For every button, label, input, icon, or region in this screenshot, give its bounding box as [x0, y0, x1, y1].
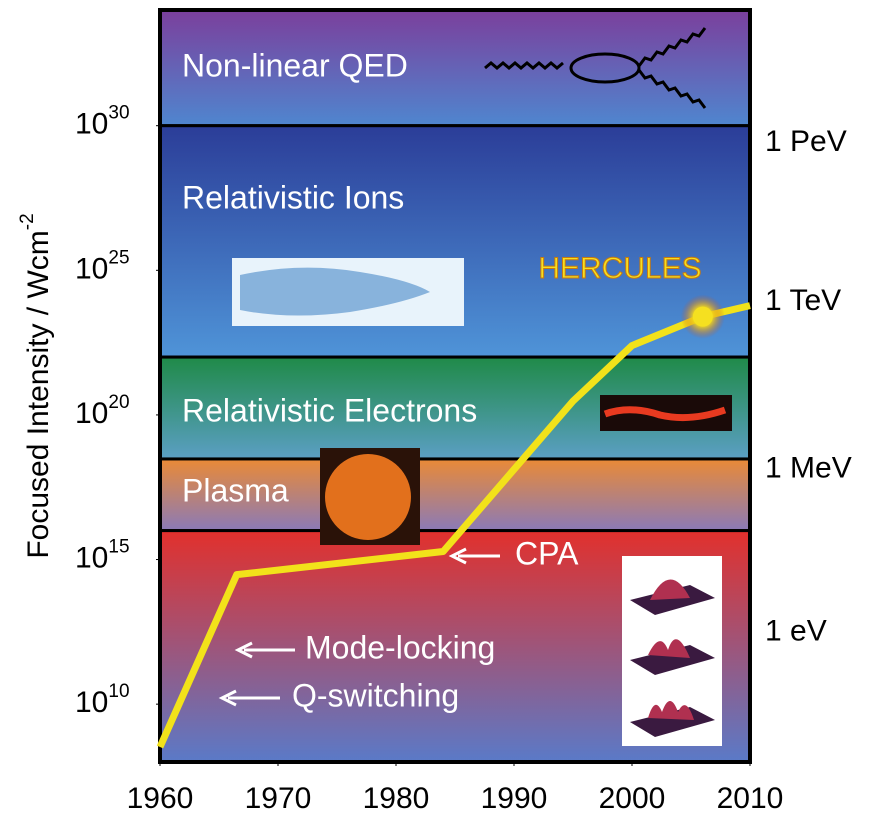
x-tick-label: 1960: [127, 782, 194, 815]
region-label: Plasma: [182, 472, 289, 508]
y-axis-title-sup: -2: [17, 213, 38, 230]
y-tick-exponent: 25: [108, 247, 129, 268]
y-tick-label: 1025: [75, 247, 130, 285]
mode-image-peaks: [648, 579, 694, 720]
annotation-arrow: [448, 547, 500, 565]
x-tick-label: 1980: [363, 782, 430, 815]
x-tick-label: 1970: [245, 782, 312, 815]
y-axis-title: Focused Intensity / Wcm-2: [17, 213, 55, 558]
y-tick-base: 10: [75, 252, 108, 285]
illustrations: [232, 27, 732, 746]
y-tick-label: 1015: [75, 537, 130, 575]
y-tick-exponent: 20: [108, 392, 129, 413]
y2-tick-label: 1 PeV: [765, 125, 847, 158]
plot-frame: [158, 8, 752, 764]
y-tick-base: 10: [75, 108, 108, 141]
region-label: Relativistic Ions: [182, 179, 404, 215]
y2-tick-label: 1 MeV: [765, 451, 852, 484]
region-label: Non-linear QED: [182, 47, 408, 83]
annotation: Mode-locking: [305, 629, 495, 665]
highlight-label: HERCULES: [538, 252, 701, 285]
plot: 1960 1970 1980 1990 2000 20101010101510201025…: [17, 8, 852, 815]
sun-image-shape: [325, 454, 411, 540]
y-tick-base: 10: [75, 397, 108, 430]
y-tick-base: 10: [75, 686, 108, 719]
y-axis-title-text: Focused Intensity / Wcm: [22, 230, 55, 558]
x-tick-label: 1990: [481, 782, 548, 815]
annotation: CPA: [515, 535, 579, 571]
y-tick-exponent: 30: [108, 103, 129, 124]
region-label: Relativistic Electrons: [182, 392, 477, 428]
mode-image-bases: [630, 585, 715, 737]
y-tick-label: 1030: [75, 103, 130, 141]
y-tick-label: 1020: [75, 392, 130, 430]
y-tick-exponent: 10: [108, 681, 129, 702]
y-tick-base: 10: [75, 541, 108, 574]
feynman-loop: [569, 52, 641, 84]
region: [158, 8, 752, 128]
annotation-arrow: [234, 641, 295, 659]
annotation: Q-switching: [292, 677, 459, 713]
y2-tick-label: 1 eV: [765, 614, 827, 647]
x-tick-label: 2000: [599, 782, 666, 815]
annotation-arrow: [218, 689, 280, 707]
y-tick-label: 1010: [75, 681, 130, 719]
highlight-point: [692, 306, 713, 327]
electron-image-shape: [603, 406, 727, 422]
feynman-photons-out: [637, 27, 707, 109]
y2-tick-label: 1 TeV: [765, 284, 841, 317]
ion-image-shape: [240, 267, 430, 316]
y-tick-exponent: 15: [108, 537, 129, 558]
x-tick-label: 2010: [717, 782, 784, 815]
feynman-photon-in: [484, 61, 564, 70]
